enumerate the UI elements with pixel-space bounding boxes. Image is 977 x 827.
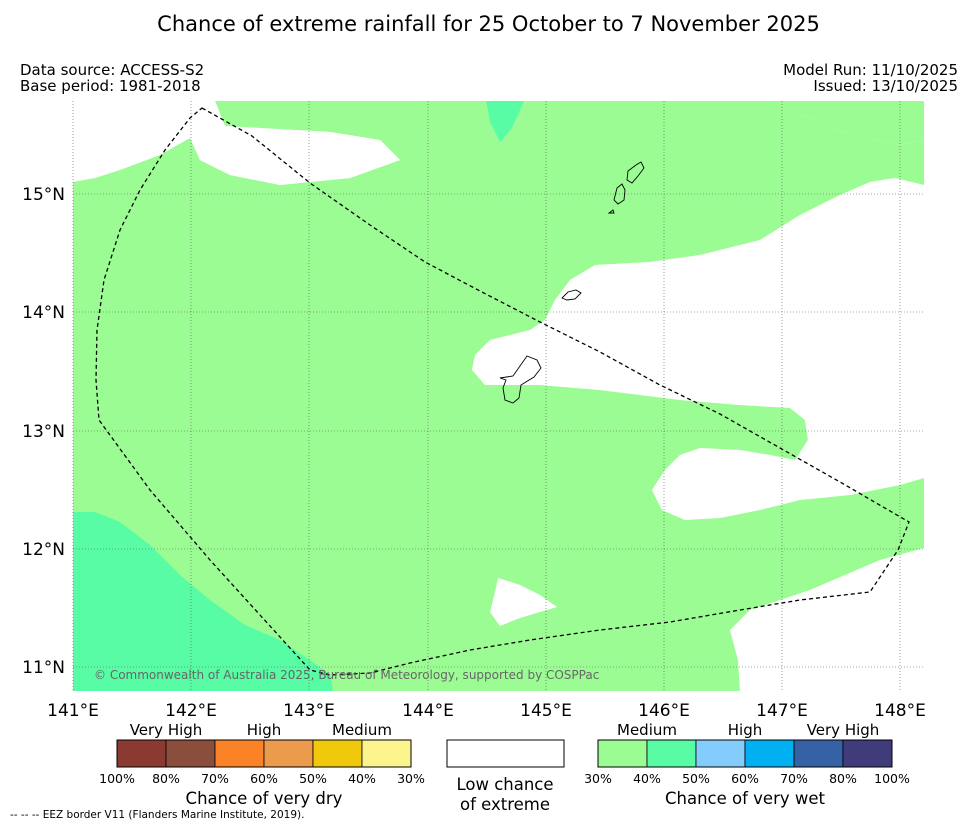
legend-dry-title: Chance of very dry bbox=[186, 789, 343, 808]
island-saipan bbox=[626, 161, 645, 184]
island-aguijan bbox=[607, 209, 615, 214]
legend-wet-swatch bbox=[793, 739, 844, 768]
lon-label: 142°E bbox=[165, 701, 217, 721]
legend-wet-tick: 100% bbox=[874, 771, 910, 786]
eez-border bbox=[95, 107, 910, 676]
wet-40-50-region-north bbox=[486, 101, 524, 142]
legend-wet-swatch bbox=[842, 739, 893, 768]
issued-date: Issued: 13/10/2025 bbox=[813, 77, 958, 95]
eez-footnote: -- -- -- EEZ border V11 (Flanders Marine… bbox=[10, 809, 305, 821]
legend-wet-category: Very High bbox=[807, 721, 880, 739]
lat-label: 13°N bbox=[22, 422, 65, 442]
legend-wet-tick: 30% bbox=[584, 771, 612, 786]
low-chance-pocket-west bbox=[73, 130, 95, 182]
legend-dry-tick: 40% bbox=[348, 771, 376, 786]
lat-label: 15°N bbox=[22, 185, 65, 205]
legend-dry-ticks: 100% 80% 70% 60% 50% 40% 30% bbox=[99, 771, 425, 786]
island-outlines bbox=[499, 161, 645, 404]
legend-dry-swatch bbox=[165, 739, 216, 768]
graticule bbox=[72, 101, 924, 691]
lon-label: 147°E bbox=[756, 701, 808, 721]
legend-dry-frame bbox=[116, 739, 412, 768]
model-run: Model Run: 11/10/2025 bbox=[783, 61, 958, 79]
legend-wet-swatches bbox=[597, 739, 893, 768]
lon-axis-labels: 141°E 142°E 143°E 144°E 145°E 146°E 147°… bbox=[47, 701, 926, 721]
base-period: Base period: 1981-2018 bbox=[20, 77, 201, 95]
legend-dry: Very High High Medium 100% 80% 70% 60% 5… bbox=[99, 721, 425, 808]
lon-label: 141°E bbox=[47, 701, 99, 721]
low-chance-pocket-north bbox=[180, 101, 400, 185]
lon-label: 148°E bbox=[874, 701, 926, 721]
legend-low-line2: of extreme bbox=[460, 795, 550, 814]
copyright-text: © Commonwealth of Australia 2025, Bureau… bbox=[94, 668, 599, 682]
legend-wet-swatch bbox=[597, 739, 648, 768]
legend-wet-tick: 70% bbox=[780, 771, 808, 786]
legend-dry-tick: 100% bbox=[99, 771, 135, 786]
island-guam bbox=[499, 355, 542, 404]
legend-dry-category: Very High bbox=[130, 721, 203, 739]
lat-axis-labels: 15°N 14°N 13°N 12°N 11°N bbox=[22, 185, 65, 678]
legend-wet-swatch bbox=[744, 739, 795, 768]
legend-dry-category: High bbox=[247, 721, 281, 739]
island-tinian bbox=[613, 183, 626, 205]
wet-band-upper bbox=[73, 101, 924, 691]
lat-label: 14°N bbox=[22, 303, 65, 323]
legend-wet-tick: 60% bbox=[731, 771, 759, 786]
legend-wet-tick: 80% bbox=[829, 771, 857, 786]
lat-label: 11°N bbox=[22, 658, 65, 678]
low-chance-band-east bbox=[472, 178, 924, 520]
legend-dry-tick: 60% bbox=[250, 771, 278, 786]
legend-dry-category: Medium bbox=[332, 721, 392, 739]
legend-dry-swatch bbox=[214, 739, 265, 768]
wet-40-50-region-southwest bbox=[73, 512, 333, 691]
legend-wet-ticks: 30% 40% 50% 60% 70% 80% 100% bbox=[584, 771, 910, 786]
legend-wet-category: Medium bbox=[617, 721, 677, 739]
low-chance-pocket-south bbox=[490, 578, 557, 626]
legend-low-swatch bbox=[446, 739, 565, 768]
legend-wet-tick: 40% bbox=[633, 771, 661, 786]
legend-wet-swatch bbox=[646, 739, 697, 768]
map-panel: © Commonwealth of Australia 2025, Bureau… bbox=[72, 101, 924, 691]
legend-dry-swatch bbox=[312, 739, 363, 768]
lat-label: 12°N bbox=[22, 540, 65, 560]
lon-label: 143°E bbox=[283, 701, 335, 721]
legend-dry-tick: 30% bbox=[397, 771, 425, 786]
legend-dry-swatch bbox=[116, 739, 167, 768]
model-run-block: Model Run: 11/10/2025 Issued: 13/10/2025 bbox=[783, 62, 958, 94]
legend-wet-title: Chance of very wet bbox=[665, 789, 826, 808]
legend-dry-tick: 70% bbox=[201, 771, 229, 786]
legend-wet-frame bbox=[597, 739, 893, 768]
legend-dry-tick: 50% bbox=[299, 771, 327, 786]
lon-label: 146°E bbox=[638, 701, 690, 721]
lon-label: 145°E bbox=[520, 701, 572, 721]
island-rota bbox=[561, 289, 582, 301]
legend-dry-tick: 80% bbox=[152, 771, 180, 786]
legend-dry-swatches bbox=[116, 739, 412, 768]
data-source-block: Data source: ACCESS-S2 Base period: 1981… bbox=[20, 62, 204, 94]
legend-wet: Medium High Very High 30% 40% 50% 60% 70… bbox=[584, 721, 910, 808]
legend-wet-tick: 50% bbox=[682, 771, 710, 786]
legend-wet-category: High bbox=[728, 721, 762, 739]
legend-dry-swatch bbox=[361, 739, 412, 768]
legend-dry-swatch bbox=[263, 739, 314, 768]
legend-low-line1: Low chance bbox=[456, 775, 553, 794]
lon-label: 144°E bbox=[402, 701, 454, 721]
chart-title: Chance of extreme rainfall for 25 Octobe… bbox=[157, 12, 820, 36]
legend-wet-swatch bbox=[695, 739, 746, 768]
legend-low: Low chance of extreme bbox=[446, 739, 565, 814]
data-source: Data source: ACCESS-S2 bbox=[20, 61, 205, 79]
